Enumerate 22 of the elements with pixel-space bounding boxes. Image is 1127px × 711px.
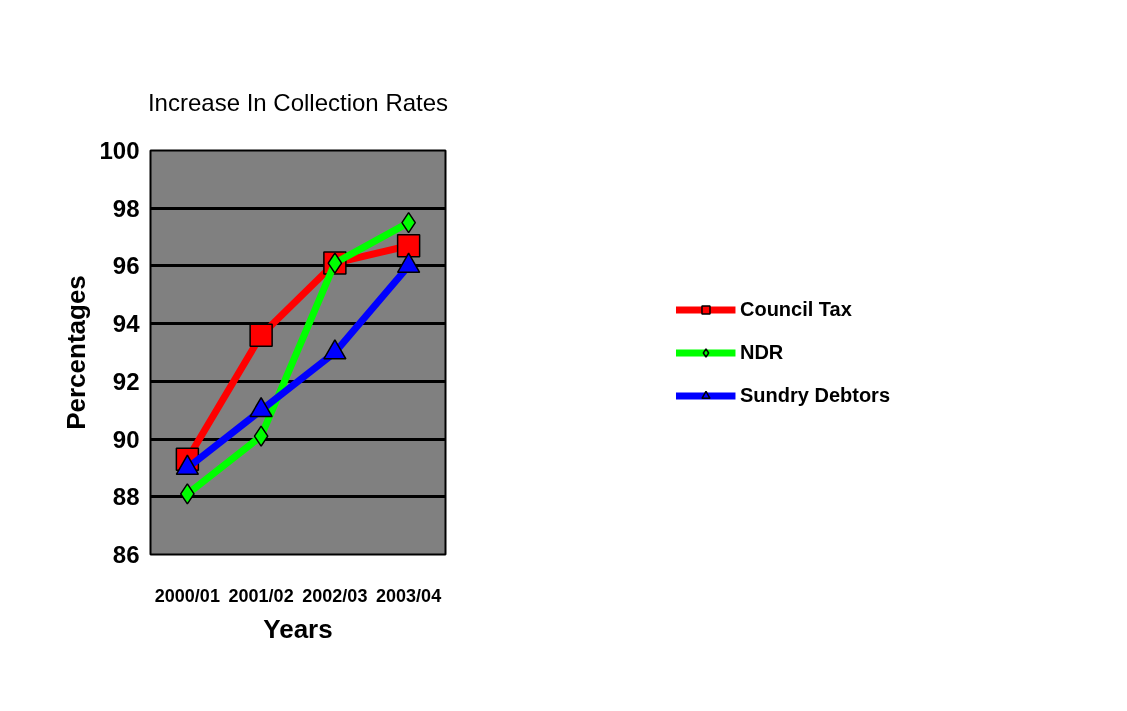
y-tick-label: 94: [112, 310, 141, 338]
y-tick-label: 92: [112, 367, 140, 395]
y-tick-label: 88: [112, 483, 140, 511]
legend-label: Sundry Debtors: [739, 383, 891, 407]
x-tick-label: 2003/04: [376, 585, 442, 606]
y-tick-label: 98: [112, 194, 140, 222]
chart-title: Increase In Collection Rates: [147, 88, 449, 116]
y-tick-label: 100: [99, 137, 140, 164]
point: [179, 483, 195, 505]
y-tick-label: 86: [112, 541, 140, 568]
legend-label: Council Tax: [739, 297, 852, 321]
point: [396, 233, 421, 258]
y-axis-title: Percentages: [61, 275, 92, 430]
point: [249, 323, 273, 347]
legend-label: NDR: [739, 340, 784, 364]
y-tick-label: 96: [112, 252, 140, 280]
y-tick-label: 90: [112, 425, 140, 453]
x-tick-label: 2001/02: [228, 585, 294, 606]
x-axis-title: Years: [263, 613, 333, 644]
x-tick-label: 2002/03: [302, 585, 368, 606]
point: [253, 425, 269, 447]
x-tick-label: 2000/01: [154, 585, 220, 606]
